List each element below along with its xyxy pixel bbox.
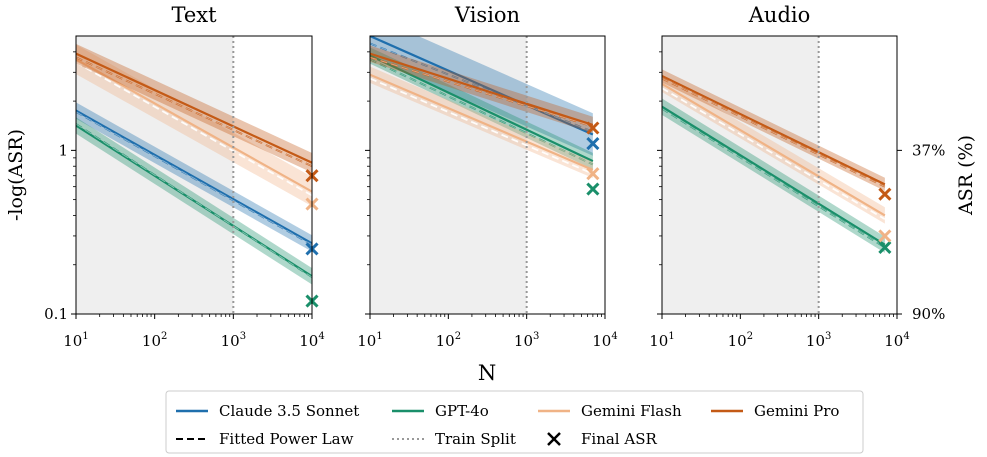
- x-axis-label: N: [478, 361, 496, 385]
- panel-title: Audio: [748, 3, 811, 27]
- x-stroke-b: [586, 182, 600, 196]
- x-tick-label: 103: [514, 331, 539, 350]
- final-asr-marker-flash: [878, 229, 892, 243]
- y-axis-label: -log(ASR): [5, 129, 27, 221]
- final-asr-marker-pro: [586, 121, 600, 135]
- fit-line-gpt: [370, 58, 594, 166]
- legend-label: Gemini Flash: [581, 402, 682, 420]
- x-tick-label: 102: [728, 331, 753, 350]
- series-line-claude: [370, 36, 594, 136]
- y-tick-label: 1: [58, 141, 68, 159]
- x-tick-label: 104: [299, 331, 324, 350]
- legend-label: Gemini Pro: [754, 402, 839, 420]
- y-tick-label: 0.1: [44, 305, 68, 323]
- legend: Claude 3.5 Sonnet GPT-4o Gemini Flash Gemin…: [165, 390, 864, 454]
- series-line-gpt: [662, 105, 886, 246]
- x-tick-label: 104: [884, 331, 909, 350]
- y-right-tick-label: 37%: [912, 141, 945, 159]
- x-stroke-b: [586, 121, 600, 135]
- series-line-claude: [76, 109, 312, 245]
- plot-area: [76, 43, 312, 285]
- fit-line-hl-claude: [370, 43, 594, 133]
- legend-label: Fitted Power Law: [219, 430, 354, 448]
- x-tick-label: 103: [221, 331, 246, 350]
- x-tick-label: 102: [142, 331, 167, 350]
- x-tick-label: 101: [649, 331, 674, 350]
- legend-label: Claude 3.5 Sonnet: [219, 402, 359, 420]
- y-right-axis-label: ASR (%): [955, 135, 977, 216]
- fit-line-claude: [76, 111, 312, 246]
- series-line-pro: [662, 74, 886, 186]
- fit-line-hl-claude: [76, 111, 312, 246]
- fit-line-flash: [370, 77, 594, 175]
- panel-text: Text 101 102 103 104: [63, 3, 324, 350]
- x-tick-label: 103: [806, 331, 831, 350]
- final-asr-marker-gpt: [878, 240, 892, 255]
- fit-line-flash: [76, 61, 312, 197]
- fit-line-pro: [370, 56, 594, 128]
- legend-frame: [165, 390, 864, 454]
- series-line-flash: [76, 58, 312, 193]
- x-stroke-b: [878, 240, 892, 255]
- series-line-flash: [662, 82, 886, 217]
- x-tick-label: 104: [592, 331, 617, 350]
- fit-line-hl-pro: [662, 78, 886, 188]
- series-line-gpt: [370, 54, 594, 163]
- legend-label: Final ASR: [581, 430, 657, 448]
- final-asr-marker-claude: [586, 137, 600, 151]
- final-asr-marker-flash: [586, 167, 600, 181]
- legend-swatch-final-b: [547, 432, 561, 446]
- plot-area: [370, 36, 594, 179]
- panel-title: Vision: [454, 3, 520, 27]
- panel-title: Text: [171, 3, 217, 27]
- x-stroke-b: [878, 187, 892, 201]
- x-stroke-b: [586, 137, 600, 151]
- x-stroke-b: [586, 167, 600, 181]
- axes-frame: [75, 35, 313, 315]
- x-tick-label: 101: [357, 331, 382, 350]
- final-asr-marker-gpt: [586, 182, 600, 196]
- panel-audio: Audio 101 102 103 104: [649, 3, 909, 350]
- x-stroke-b: [878, 229, 892, 243]
- fit-line-pro: [662, 77, 886, 188]
- fit-line-hl-pro: [370, 56, 594, 127]
- fit-line-hl-gpt: [76, 123, 312, 278]
- series-line-pro: [370, 52, 594, 127]
- axes-frame: [661, 35, 898, 315]
- x-tick-label: 102: [436, 331, 461, 350]
- legend-label: GPT-4o: [435, 402, 489, 420]
- fit-line-hl-gpt: [370, 58, 594, 165]
- y-right-tick-label: 90%: [912, 305, 945, 323]
- x-tick-label: 101: [63, 331, 88, 350]
- panel-vision: Vision 101 102 103 104: [357, 3, 617, 350]
- series-line-flash: [370, 73, 594, 171]
- plot-area: [662, 69, 886, 253]
- legend-label: Train Split: [435, 430, 516, 448]
- axes-frame: [369, 35, 606, 315]
- fit-line-flash: [662, 87, 886, 220]
- train-region: [662, 36, 819, 314]
- fit-line-claude: [370, 42, 594, 133]
- series-line-pro: [76, 52, 312, 164]
- final-asr-marker-pro: [878, 187, 892, 201]
- fit-line-gpt: [76, 123, 312, 278]
